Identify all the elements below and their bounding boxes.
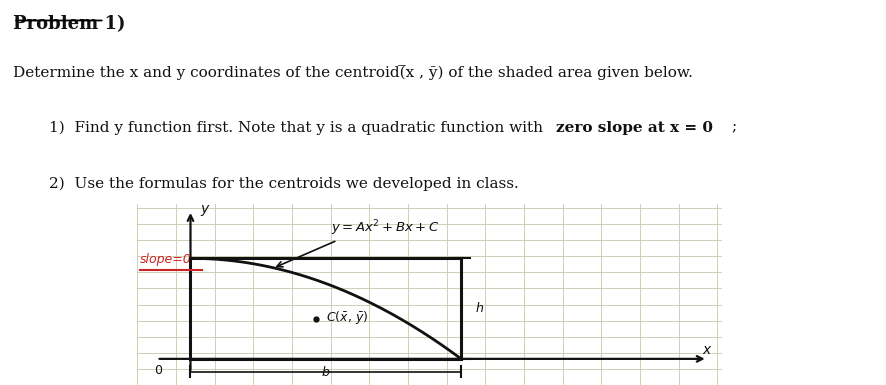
Text: h: h: [476, 302, 484, 315]
Text: zero slope at x = 0: zero slope at x = 0: [556, 121, 712, 135]
Text: 1)  Find y function first. Note that y is a quadratic function with: 1) Find y function first. Note that y is…: [49, 121, 548, 135]
Text: $y=Ax^{2}+Bx+C$: $y=Ax^{2}+Bx+C$: [330, 218, 439, 238]
Text: 0: 0: [154, 364, 162, 377]
Text: ;: ;: [732, 121, 737, 135]
Text: Determine the x and y coordinates of the centroid(̅x , ȳ) of the shaded area giv: Determine the x and y coordinates of the…: [13, 65, 693, 80]
Text: b: b: [322, 366, 330, 379]
Text: $C(\bar{x},\,\bar{y})$: $C(\bar{x},\,\bar{y})$: [326, 309, 369, 326]
Text: slope=0: slope=0: [140, 253, 192, 266]
Text: y: y: [200, 202, 208, 216]
Text: x: x: [703, 343, 711, 357]
Text: 2)  Use the formulas for the centroids we developed in class.: 2) Use the formulas for the centroids we…: [49, 177, 518, 191]
Text: Problem 1): Problem 1): [13, 15, 126, 33]
